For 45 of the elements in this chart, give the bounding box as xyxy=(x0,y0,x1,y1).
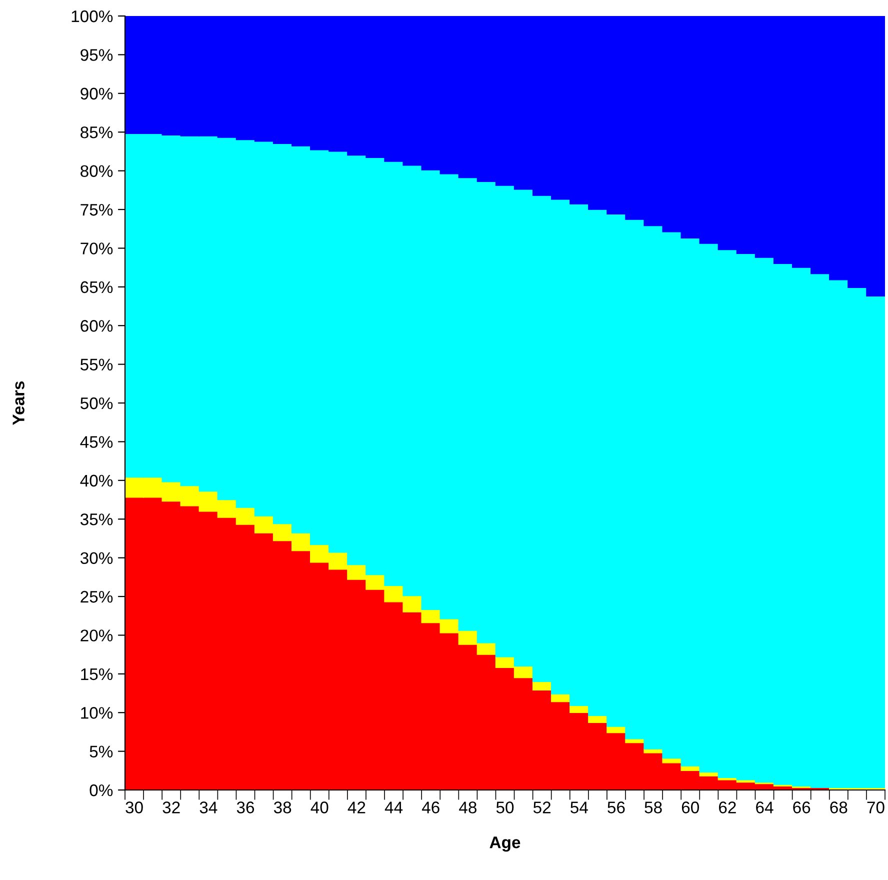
y-tick-label: 20% xyxy=(80,630,113,642)
x-tick-label: 62 xyxy=(719,802,736,814)
bar xyxy=(662,758,682,764)
x-axis-title: Age xyxy=(490,836,520,852)
x-tick-label: 70 xyxy=(867,802,884,814)
x-tick-label: 30 xyxy=(126,802,143,814)
y-tick-label: 75% xyxy=(80,204,113,216)
y-tick-label: 30% xyxy=(80,552,113,564)
x-tick-label: 36 xyxy=(236,802,254,814)
y-tick-label: 100% xyxy=(72,10,113,22)
x-tick-label: 54 xyxy=(570,802,588,814)
y-tick-label: 55% xyxy=(80,358,113,371)
x-tick-label: 52 xyxy=(533,802,551,814)
x-tick-label: 40 xyxy=(310,802,328,814)
x-tick-label: 66 xyxy=(793,802,810,814)
y-tick-label: 50% xyxy=(80,397,113,410)
y-tick-label: 0% xyxy=(90,784,113,796)
y-tick-label: 85% xyxy=(80,126,113,138)
y-tick-label: 90% xyxy=(80,88,113,100)
x-tick-label: 44 xyxy=(384,802,403,814)
y-tick-label: 65% xyxy=(80,281,113,294)
y-axis-title: Years xyxy=(12,381,24,425)
x-tick-label: 68 xyxy=(830,802,848,814)
y-tick-label: 60% xyxy=(80,320,113,332)
y-tick-label: 15% xyxy=(81,668,113,680)
x-tick-label: 32 xyxy=(162,802,180,814)
x-tick-label: 58 xyxy=(644,802,662,814)
x-tick-label: 38 xyxy=(274,802,292,814)
x-tick-label: 56 xyxy=(608,802,625,814)
y-tick-label: 80% xyxy=(80,165,113,178)
y-tick-label: 95% xyxy=(80,49,113,61)
y-tick-label: 40% xyxy=(80,474,113,487)
x-tick-label: 60 xyxy=(682,802,699,814)
y-tick-label: 70% xyxy=(80,242,113,254)
x-tick-label: 48 xyxy=(459,802,476,814)
y-tick-label: 45% xyxy=(80,436,113,448)
y-tick-label: 5% xyxy=(90,746,113,758)
y-tick-label: 25% xyxy=(80,590,113,603)
x-tick-label: 46 xyxy=(422,802,440,814)
y-tick-label: 35% xyxy=(80,514,113,526)
y-tick-label: 10% xyxy=(81,707,113,719)
x-tick-label: 42 xyxy=(348,802,366,814)
x-tick-label: 34 xyxy=(200,802,218,814)
x-tick-label: 64 xyxy=(756,802,774,814)
x-tick-label: 50 xyxy=(496,802,514,814)
